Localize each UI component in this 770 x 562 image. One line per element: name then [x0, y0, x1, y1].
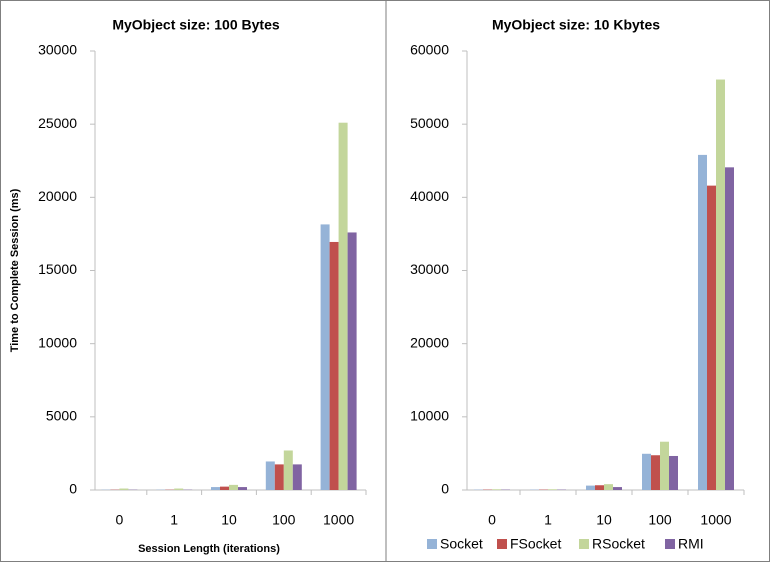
- x-axis-title: Session Length (iterations): [138, 543, 280, 555]
- x-tick-label: 1: [544, 512, 552, 528]
- y-axis-title: Time to Complete Session (ms): [9, 188, 21, 352]
- bar: [613, 487, 622, 490]
- legend-swatch: [665, 539, 675, 549]
- y-tick-label: 0: [441, 481, 449, 497]
- bar: [716, 79, 725, 490]
- y-tick-label: 20000: [38, 188, 77, 204]
- bar: [595, 485, 604, 490]
- y-tick-label: 30000: [38, 42, 77, 58]
- y-tick-label: 40000: [410, 188, 449, 204]
- bar: [548, 489, 557, 490]
- bar: [660, 441, 669, 490]
- bar: [338, 122, 348, 490]
- chart-title: MyObject size: 10 Kbytes: [492, 17, 660, 33]
- legend-label: Socket: [440, 536, 483, 552]
- bar: [725, 167, 734, 490]
- bar: [492, 489, 501, 490]
- legend-label: RMI: [678, 536, 704, 552]
- legend-swatch: [497, 539, 507, 549]
- bar: [174, 488, 184, 490]
- bar: [119, 488, 129, 490]
- legend-swatch: [427, 539, 437, 549]
- bar: [229, 484, 238, 490]
- legend-swatch: [579, 539, 589, 549]
- bar: [698, 154, 707, 490]
- bar: [329, 241, 339, 490]
- x-tick-label: 100: [648, 512, 672, 528]
- bar: [642, 453, 651, 490]
- y-tick-label: 10000: [410, 408, 449, 424]
- bar: [347, 232, 357, 490]
- y-tick-label: 50000: [410, 115, 449, 131]
- y-tick-label: 5000: [46, 408, 77, 424]
- x-tick-label: 1000: [323, 512, 354, 528]
- x-tick-label: 1000: [700, 512, 731, 528]
- x-tick-label: 0: [488, 512, 496, 528]
- x-tick-label: 100: [272, 512, 296, 528]
- bar: [220, 486, 229, 490]
- y-tick-label: 60000: [410, 42, 449, 58]
- x-tick-label: 0: [116, 512, 124, 528]
- x-tick-label: 10: [596, 512, 612, 528]
- y-tick-label: 15000: [38, 261, 77, 277]
- y-tick-label: 10000: [38, 334, 77, 350]
- x-tick-label: 10: [221, 512, 237, 528]
- bar: [265, 461, 275, 490]
- bar: [707, 185, 716, 491]
- bar: [274, 464, 284, 490]
- chart-title: MyObject size: 100 Bytes: [112, 17, 280, 33]
- y-tick-label: 30000: [410, 261, 449, 277]
- y-tick-label: 0: [69, 481, 77, 497]
- bar: [283, 450, 293, 490]
- bar: [238, 487, 247, 490]
- bar: [320, 224, 330, 490]
- bar: [669, 455, 678, 490]
- x-tick-label: 1: [170, 512, 178, 528]
- bar: [604, 484, 613, 490]
- y-tick-label: 25000: [38, 115, 77, 131]
- legend-label: RSocket: [592, 536, 645, 552]
- y-tick-label: 20000: [410, 334, 449, 350]
- bar: [651, 455, 660, 490]
- bar: [292, 464, 302, 490]
- legend-label: FSocket: [510, 536, 561, 552]
- bar: [586, 485, 595, 490]
- bar: [211, 487, 220, 490]
